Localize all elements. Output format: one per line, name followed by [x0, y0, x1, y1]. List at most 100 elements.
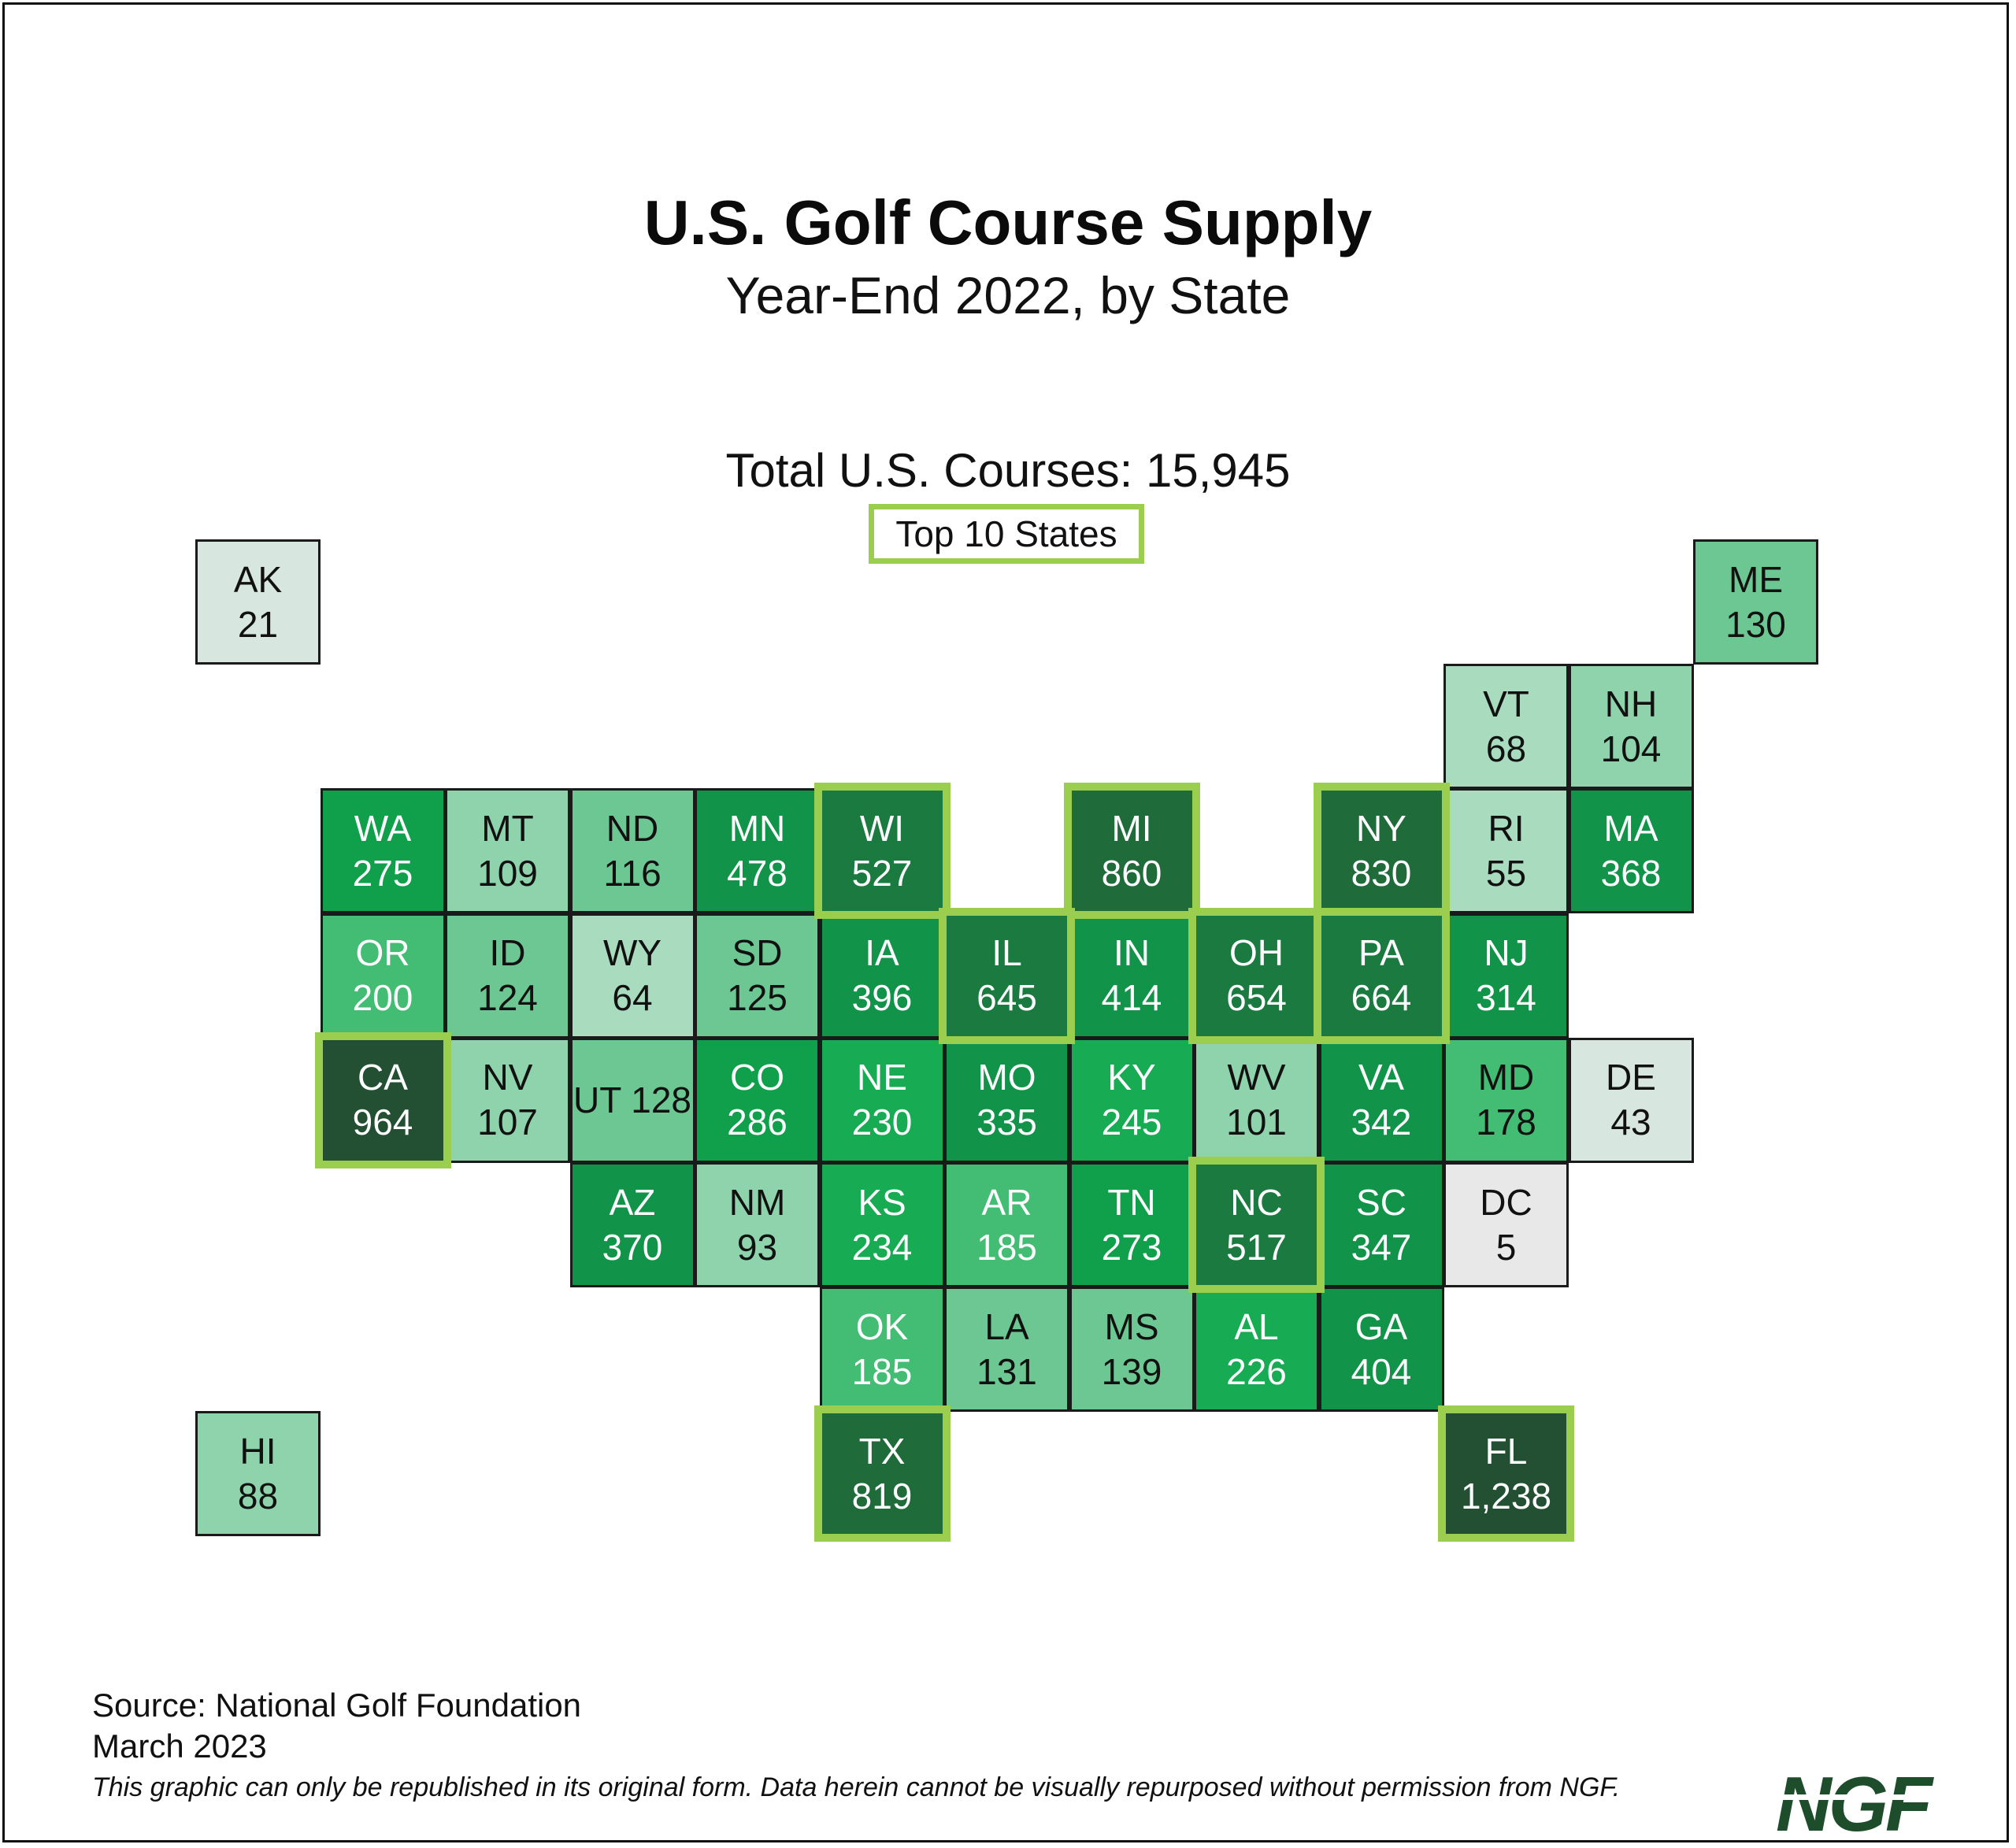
state-value: 200 — [352, 977, 413, 1019]
state-code: MS — [1104, 1305, 1159, 1347]
state-tile-dc: DC 5 — [1443, 1162, 1569, 1287]
state-code: WA — [354, 807, 412, 849]
state-tile-pa: PA 664 — [1313, 907, 1450, 1044]
state-code: TN — [1107, 1181, 1156, 1223]
state-code: MN — [728, 807, 786, 849]
state-code: DE — [1606, 1057, 1656, 1098]
state-code: AR — [981, 1181, 1032, 1223]
state-code: MA — [1603, 807, 1658, 849]
state-code: ID — [489, 932, 526, 974]
state-value: 226 — [1226, 1350, 1287, 1392]
state-value: 286 — [727, 1102, 788, 1143]
source-note: Source: National Golf Foundation — [92, 1687, 582, 1724]
state-tile-mt: MT 109 — [445, 788, 570, 914]
state-code: DC — [1480, 1181, 1532, 1223]
state-tile-mn: MN 478 — [695, 788, 820, 914]
state-code: IA — [865, 932, 899, 974]
state-tile-ut: UT 128 — [569, 1037, 695, 1163]
state-tile-ri: RI 55 — [1443, 788, 1569, 914]
state-tile-mo: MO 335 — [944, 1037, 1069, 1163]
state-code: SC — [1356, 1181, 1406, 1223]
state-code: NC — [1230, 1181, 1283, 1223]
state-tile-oh: OH 654 — [1188, 907, 1325, 1044]
state-value: 21 — [237, 603, 279, 645]
state-code: KS — [858, 1181, 906, 1223]
state-value: 116 — [603, 852, 662, 894]
state-tile-sd: SD 125 — [695, 913, 820, 1039]
state-value: 55 — [1485, 852, 1527, 894]
state-tile-al: AL 226 — [1194, 1287, 1319, 1413]
state-tile-nd: ND 116 — [569, 788, 695, 914]
state-code: MI — [1111, 807, 1152, 849]
state-code: WI — [859, 807, 905, 849]
state-code: IL — [991, 932, 1022, 974]
state-value: 1,238 — [1460, 1475, 1552, 1517]
state-tile-hi: HI 88 — [195, 1411, 321, 1537]
state-tile-wv: WV 101 — [1194, 1037, 1319, 1163]
state-value: 478 — [727, 852, 788, 894]
state-code: ME — [1729, 558, 1783, 600]
state-value: 185 — [851, 1350, 913, 1392]
state-tile-nv: NV 107 — [445, 1037, 570, 1163]
state-value: 342 — [1351, 1102, 1412, 1143]
state-value: 396 — [851, 977, 913, 1019]
state-tile-sc: SC 347 — [1318, 1162, 1444, 1287]
state-value: 314 — [1476, 977, 1536, 1019]
state-value: 654 — [1226, 977, 1287, 1019]
state-code: KY — [1107, 1057, 1156, 1098]
state-code: NY — [1356, 807, 1406, 849]
state-value: 819 — [851, 1475, 913, 1517]
chart-subtitle: Year-End 2022, by State — [725, 266, 1291, 324]
state-code: LA — [984, 1305, 1029, 1347]
state-code: HI — [239, 1430, 276, 1472]
state-tile-ms: MS 139 — [1069, 1287, 1195, 1413]
state-code: RI — [1488, 807, 1525, 849]
state-tile-ak: AK 21 — [195, 539, 321, 665]
state-tile-fl: FL 1,238 — [1438, 1405, 1574, 1542]
state-tile-wy: WY 64 — [569, 913, 695, 1039]
state-value: 101 — [1226, 1102, 1287, 1143]
state-tile-va: VA 342 — [1318, 1037, 1444, 1163]
state-tile-ny: NY 830 — [1313, 783, 1450, 920]
state-value: 275 — [352, 852, 413, 894]
state-code: SD — [732, 932, 783, 974]
state-code: NM — [728, 1181, 786, 1223]
state-tile-me: ME 130 — [1693, 539, 1818, 665]
state-code: IN — [1114, 932, 1150, 974]
state-code: OK — [855, 1305, 909, 1347]
state-tile-ks: KS 234 — [819, 1162, 945, 1287]
state-code: VA — [1358, 1057, 1404, 1098]
state-code: UT 128 — [573, 1079, 692, 1120]
state-tile-vt: VT 68 — [1443, 664, 1569, 790]
state-tile-ky: KY 245 — [1069, 1037, 1195, 1163]
state-tile-ca: CA 964 — [314, 1031, 451, 1168]
state-value: 68 — [1485, 728, 1527, 769]
state-tile-nc: NC 517 — [1188, 1157, 1325, 1293]
state-value: 414 — [1101, 977, 1162, 1019]
state-value: 107 — [477, 1102, 538, 1143]
state-tile-mi: MI 860 — [1063, 783, 1200, 920]
state-value: 664 — [1351, 977, 1412, 1019]
state-tile-ar: AR 185 — [944, 1162, 1069, 1287]
state-code: WV — [1227, 1057, 1286, 1098]
state-tile-nm: NM 93 — [695, 1162, 820, 1287]
state-tile-az: AZ 370 — [569, 1162, 695, 1287]
state-value: 139 — [1101, 1350, 1162, 1392]
state-value: 185 — [976, 1226, 1037, 1268]
state-value: 230 — [851, 1102, 913, 1143]
state-value: 43 — [1610, 1102, 1651, 1143]
state-tile-ma: MA 368 — [1568, 788, 1694, 914]
state-value: 830 — [1351, 852, 1412, 894]
state-value: 273 — [1101, 1226, 1162, 1268]
state-tile-ga: GA 404 — [1318, 1287, 1444, 1413]
state-value: 245 — [1101, 1102, 1162, 1143]
state-value: 178 — [1476, 1102, 1536, 1143]
state-code: MO — [977, 1057, 1036, 1098]
date-note: March 2023 — [92, 1728, 267, 1765]
state-code: ND — [606, 807, 659, 849]
state-value: 64 — [612, 977, 653, 1019]
chart-title: U.S. Golf Course Supply — [643, 187, 1373, 257]
disclaimer: This graphic can only be republished in … — [92, 1772, 1621, 1802]
state-tile-md: MD 178 — [1443, 1037, 1569, 1163]
